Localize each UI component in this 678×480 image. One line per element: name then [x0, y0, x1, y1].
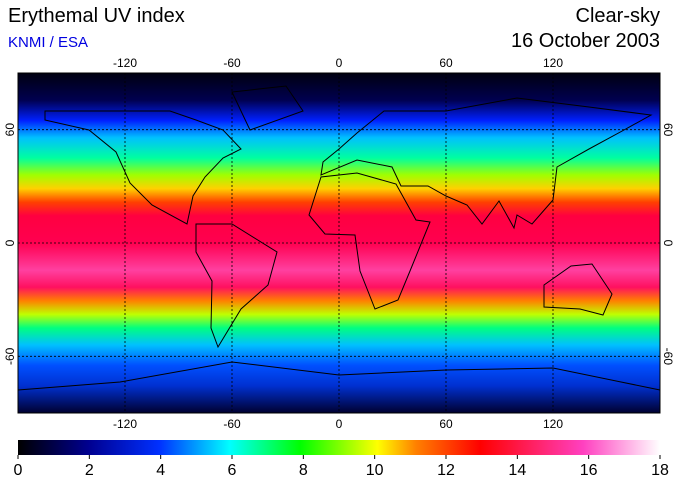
colorbar-label: 16 — [580, 462, 598, 479]
colorbar-label: 14 — [508, 462, 526, 479]
colorbar-label: 18 — [651, 462, 669, 479]
coastlines — [17, 85, 661, 391]
lon-label-top: 120 — [543, 56, 563, 70]
colorbar-label: 10 — [366, 462, 384, 479]
date: 16 October 2003 — [511, 30, 660, 52]
graticule — [18, 73, 660, 413]
lat-label-right: 0 — [661, 240, 675, 247]
lon-label-top: 60 — [439, 56, 453, 70]
lon-label-top: -60 — [223, 56, 241, 70]
axis-labels: -120 -120 -60 -60 0 0 60 60 120 120 60 60 0 0 -60 -60 0 2… — [3, 56, 675, 479]
lat-label-right: 60 — [661, 123, 675, 137]
lat-label-left: -60 — [3, 347, 17, 365]
lon-label-bottom: 0 — [336, 417, 343, 431]
colorbar-label: 12 — [437, 462, 455, 479]
colorbar-label: 2 — [85, 462, 94, 479]
lon-label-top: 0 — [336, 56, 343, 70]
lat-label-right: -60 — [661, 348, 675, 366]
lon-label-bottom: -60 — [223, 417, 241, 431]
colorbar-label: 6 — [228, 462, 237, 479]
subtitle: KNMI / ESA — [8, 34, 88, 51]
lon-label-bottom: 60 — [439, 417, 453, 431]
colorbar-label: 4 — [156, 462, 165, 479]
title: Erythemal UV index — [8, 5, 185, 27]
condition: Clear-sky — [576, 5, 660, 27]
lat-label-left: 60 — [3, 123, 17, 137]
map-frame — [17, 72, 661, 414]
lon-label-bottom: -120 — [113, 417, 137, 431]
lat-label-left: 0 — [3, 239, 17, 246]
colorbar-label: 8 — [299, 462, 308, 479]
colorbar-label: 0 — [14, 462, 23, 479]
lon-label-bottom: 120 — [543, 417, 563, 431]
lon-label-top: -120 — [113, 56, 137, 70]
colorbar — [18, 440, 660, 455]
